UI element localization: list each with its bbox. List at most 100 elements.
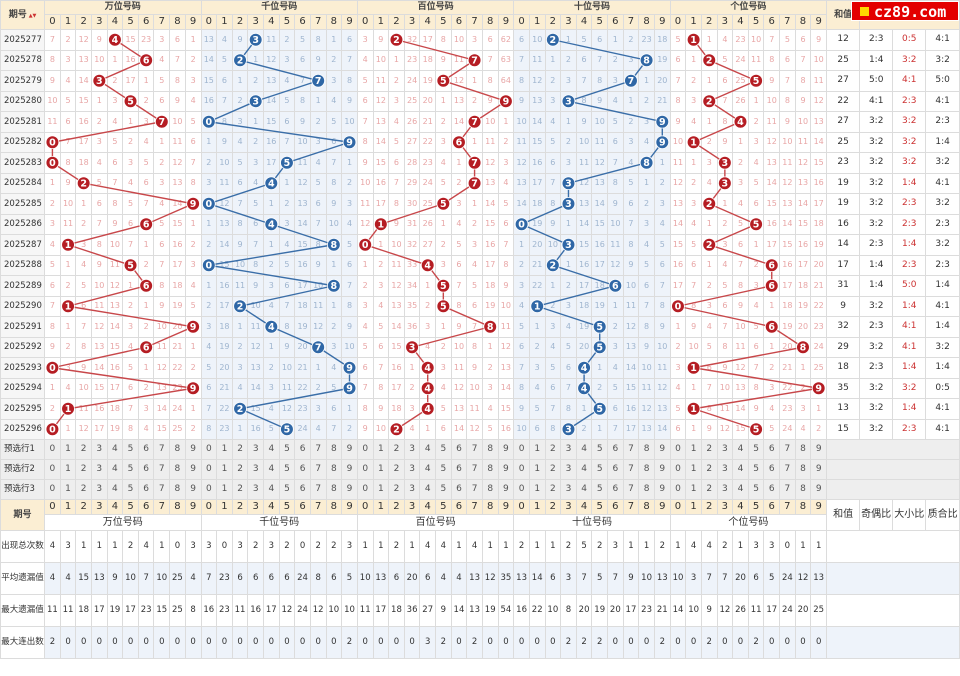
preselect-digit[interactable]: 5 bbox=[435, 439, 452, 460]
preselect-digit[interactable]: 4 bbox=[263, 479, 280, 500]
preselect-digit[interactable]: 5 bbox=[278, 479, 296, 500]
preselect-digit[interactable]: 5 bbox=[435, 479, 452, 500]
preselect-digit[interactable]: 0 bbox=[200, 479, 218, 500]
preselect-digit[interactable]: 1 bbox=[685, 479, 702, 500]
preselect-digit[interactable]: 9 bbox=[653, 479, 671, 500]
preselect-digit[interactable]: 8 bbox=[481, 459, 499, 480]
preselect-digit[interactable]: 1 bbox=[528, 439, 546, 460]
preselect-digit[interactable]: 4 bbox=[575, 479, 593, 500]
preselect-digit[interactable]: 1 bbox=[59, 439, 77, 460]
preselect-digit[interactable]: 3 bbox=[560, 459, 577, 480]
preselect-digit[interactable]: 8 bbox=[481, 479, 499, 500]
preselect-digit[interactable]: 8 bbox=[794, 479, 812, 500]
preselect-digit[interactable]: 3 bbox=[716, 439, 734, 460]
preselect-digit[interactable]: 2 bbox=[700, 479, 718, 500]
preselect-digit[interactable]: 9 bbox=[184, 479, 202, 500]
preselect-digit[interactable]: 3 bbox=[716, 479, 734, 500]
preselect-digit[interactable]: 0 bbox=[44, 459, 61, 480]
preselect-digit[interactable]: 8 bbox=[169, 459, 186, 480]
preselect-digit[interactable]: 9 bbox=[184, 459, 202, 480]
preselect-digit[interactable]: 6 bbox=[294, 439, 311, 460]
preselect-digit[interactable]: 9 bbox=[497, 439, 515, 460]
preselect-digit[interactable]: 8 bbox=[638, 479, 655, 500]
preselect-digit[interactable]: 3 bbox=[560, 439, 577, 460]
preselect-digit[interactable]: 0 bbox=[513, 439, 530, 460]
preselect-digit[interactable]: 1 bbox=[372, 479, 390, 500]
preselect-digit[interactable]: 1 bbox=[685, 439, 702, 460]
preselect-digit[interactable]: 6 bbox=[137, 439, 155, 460]
preselect-digit[interactable]: 6 bbox=[763, 479, 781, 500]
preselect-digit[interactable]: 1 bbox=[528, 479, 546, 500]
preselect-digit[interactable]: 8 bbox=[325, 479, 343, 500]
preselect-digit[interactable]: 7 bbox=[153, 479, 171, 500]
preselect-digit[interactable]: 8 bbox=[638, 439, 655, 460]
preselect-digit[interactable]: 3 bbox=[247, 479, 264, 500]
preselect-digit[interactable]: 4 bbox=[732, 479, 749, 500]
preselect-digit[interactable]: 3 bbox=[403, 479, 421, 500]
preselect-digit[interactable]: 5 bbox=[747, 479, 765, 500]
preselect-digit[interactable]: 5 bbox=[747, 439, 765, 460]
preselect-digit[interactable]: 2 bbox=[388, 479, 405, 500]
preselect-digit[interactable]: 8 bbox=[325, 459, 343, 480]
preselect-digit[interactable]: 4 bbox=[575, 439, 593, 460]
preselect-digit[interactable]: 2 bbox=[75, 459, 92, 480]
preselect-digit[interactable]: 1 bbox=[59, 459, 77, 480]
preselect-digit[interactable]: 0 bbox=[44, 439, 61, 460]
preselect-digit[interactable]: 4 bbox=[575, 459, 593, 480]
preselect-digit[interactable]: 4 bbox=[263, 439, 280, 460]
preselect-digit[interactable]: 4 bbox=[419, 479, 437, 500]
preselect-digit[interactable]: 5 bbox=[122, 459, 139, 480]
site-logo[interactable]: cz89.com bbox=[851, 1, 959, 21]
preselect-digit[interactable]: 5 bbox=[747, 459, 765, 480]
preselect-digit[interactable]: 1 bbox=[216, 479, 233, 500]
preselect-digit[interactable]: 2 bbox=[544, 459, 562, 480]
preselect-digit[interactable]: 2 bbox=[388, 439, 405, 460]
preselect-digit[interactable]: 2 bbox=[700, 439, 718, 460]
preselect-digit[interactable]: 2 bbox=[544, 439, 562, 460]
preselect-digit[interactable]: 3 bbox=[716, 459, 734, 480]
preselect-digit[interactable]: 0 bbox=[356, 439, 374, 460]
preselect-digit[interactable]: 6 bbox=[450, 479, 468, 500]
preselect-digit[interactable]: 2 bbox=[75, 479, 92, 500]
preselect-digit[interactable]: 3 bbox=[90, 479, 108, 500]
preselect-digit[interactable]: 1 bbox=[685, 459, 702, 480]
preselect-digit[interactable]: 7 bbox=[309, 459, 327, 480]
preselect-digit[interactable]: 5 bbox=[278, 459, 296, 480]
preselect-digit[interactable]: 9 bbox=[810, 479, 828, 500]
preselect-digit[interactable]: 9 bbox=[810, 459, 828, 480]
preselect-digit[interactable]: 1 bbox=[528, 459, 546, 480]
preselect-digit[interactable]: 0 bbox=[356, 459, 374, 480]
preselect-digit[interactable]: 0 bbox=[669, 459, 687, 480]
preselect-digit[interactable]: 6 bbox=[607, 459, 624, 480]
preselect-digit[interactable]: 3 bbox=[247, 439, 264, 460]
preselect-digit[interactable]: 0 bbox=[669, 439, 687, 460]
preselect-digit[interactable]: 8 bbox=[169, 479, 186, 500]
preselect-digit[interactable]: 7 bbox=[779, 479, 796, 500]
preselect-digit[interactable]: 5 bbox=[122, 439, 139, 460]
preselect-digit[interactable]: 9 bbox=[184, 439, 202, 460]
preselect-digit[interactable]: 4 bbox=[419, 439, 437, 460]
preselect-digit[interactable]: 3 bbox=[247, 459, 264, 480]
preselect-digit[interactable]: 0 bbox=[513, 479, 530, 500]
preselect-digit[interactable]: 1 bbox=[216, 459, 233, 480]
preselect-digit[interactable]: 2 bbox=[700, 459, 718, 480]
preselect-digit[interactable]: 1 bbox=[372, 439, 390, 460]
preselect-digit[interactable]: 7 bbox=[779, 439, 796, 460]
preselect-digit[interactable]: 7 bbox=[466, 479, 483, 500]
preselect-digit[interactable]: 2 bbox=[544, 479, 562, 500]
preselect-digit[interactable]: 1 bbox=[59, 479, 77, 500]
preselect-digit[interactable]: 5 bbox=[591, 439, 609, 460]
preselect-digit[interactable]: 0 bbox=[44, 479, 61, 500]
preselect-digit[interactable]: 8 bbox=[169, 439, 186, 460]
preselect-digit[interactable]: 9 bbox=[341, 439, 358, 460]
preselect-digit[interactable]: 6 bbox=[294, 479, 311, 500]
preselect-digit[interactable]: 3 bbox=[560, 479, 577, 500]
preselect-digit[interactable]: 8 bbox=[325, 439, 343, 460]
preselect-digit[interactable]: 2 bbox=[231, 439, 249, 460]
preselect-digit[interactable]: 9 bbox=[653, 439, 671, 460]
preselect-digit[interactable]: 9 bbox=[497, 479, 515, 500]
preselect-digit[interactable]: 8 bbox=[638, 459, 655, 480]
preselect-digit[interactable]: 4 bbox=[732, 439, 749, 460]
preselect-digit[interactable]: 6 bbox=[763, 459, 781, 480]
preselect-digit[interactable]: 3 bbox=[403, 439, 421, 460]
